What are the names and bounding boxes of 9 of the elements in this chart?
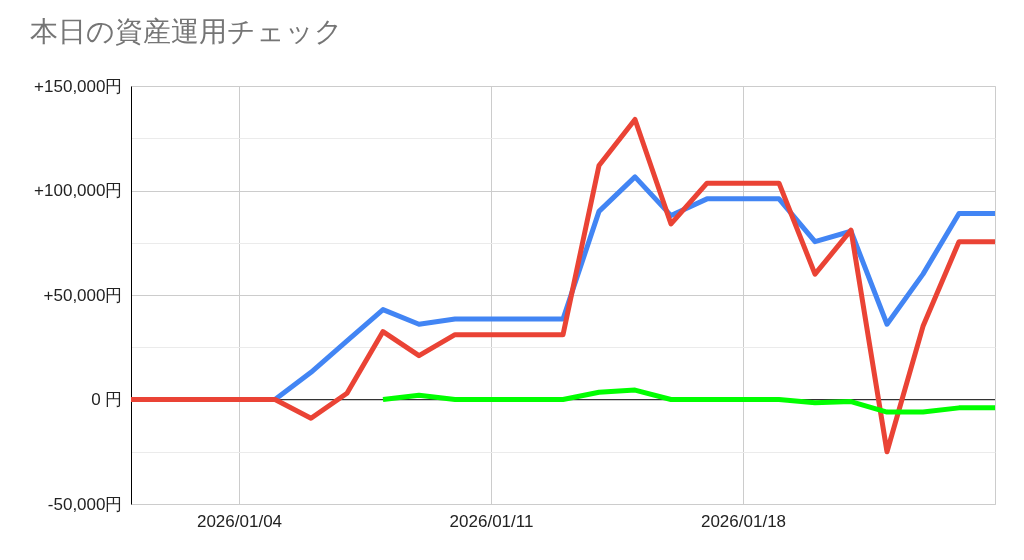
chart-title: 本日の資産運用チェック <box>30 16 343 47</box>
y-tick-label: 0 円 <box>91 390 123 409</box>
x-tick-label: 2026/01/11 <box>449 511 534 531</box>
y-tick-label: +50,000円 <box>43 285 123 305</box>
x-tick-label: 2026/01/18 <box>700 511 787 531</box>
y-tick-label: +100,000円 <box>34 181 123 200</box>
y-tick-label: -50,000円 <box>47 494 123 514</box>
x-tick-label: 2026/01/04 <box>196 511 283 531</box>
y-tick-label: +150,000円 <box>34 76 123 96</box>
